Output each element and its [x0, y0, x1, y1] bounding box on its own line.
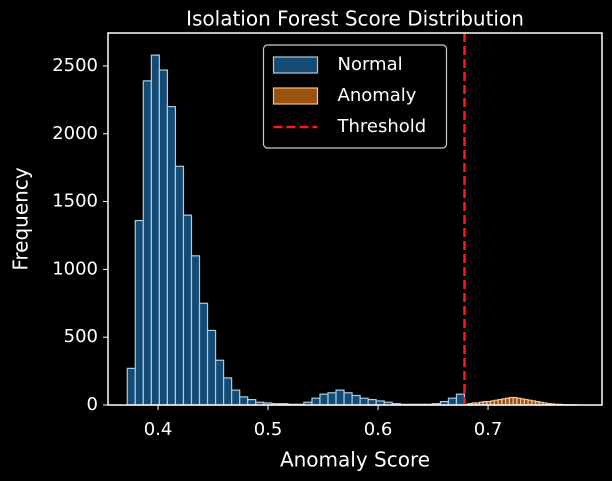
y-axis-label: Frequency — [9, 167, 33, 270]
x-tick-label: 0.4 — [144, 419, 173, 440]
y-tick-label: 1500 — [52, 191, 98, 212]
legend-swatch — [272, 56, 319, 74]
bar — [150, 54, 160, 406]
y-tick-label: 1000 — [52, 258, 98, 279]
legend-swatch — [272, 87, 319, 105]
bar — [142, 80, 152, 406]
bar — [214, 359, 225, 406]
bar — [247, 398, 257, 406]
bar — [231, 389, 241, 406]
bar — [134, 219, 144, 406]
chart-title: Isolation Forest Score Distribution — [186, 7, 524, 31]
bar — [166, 106, 177, 406]
x-tick-label: 0.6 — [364, 419, 393, 440]
y-tick-label: 2500 — [52, 55, 98, 76]
bar — [190, 255, 201, 406]
bar — [206, 329, 217, 406]
bar — [359, 397, 369, 406]
bar — [447, 397, 458, 406]
bar — [223, 377, 233, 406]
legend-label: Normal — [338, 54, 403, 75]
bar — [239, 396, 249, 406]
y-tick-label: 500 — [64, 326, 98, 347]
bar — [198, 302, 209, 406]
bar — [158, 69, 168, 406]
bar — [319, 393, 329, 406]
bar — [335, 389, 345, 406]
bar — [343, 392, 353, 406]
x-tick-label: 0.5 — [254, 419, 283, 440]
x-tick-label: 0.7 — [474, 419, 503, 440]
bar — [367, 398, 377, 406]
y-tick-label: 2000 — [52, 123, 98, 144]
bar — [182, 214, 193, 406]
bar — [311, 397, 321, 406]
bar — [351, 394, 361, 406]
legend-label: Threshold — [337, 116, 427, 137]
bar — [174, 165, 185, 406]
bar — [327, 392, 337, 406]
x-axis-label: Anomaly Score — [280, 448, 430, 472]
bar — [126, 367, 136, 406]
plot-frame — [107, 32, 603, 406]
legend-label: Anomaly — [338, 85, 417, 106]
y-tick-label: 0 — [87, 394, 98, 415]
